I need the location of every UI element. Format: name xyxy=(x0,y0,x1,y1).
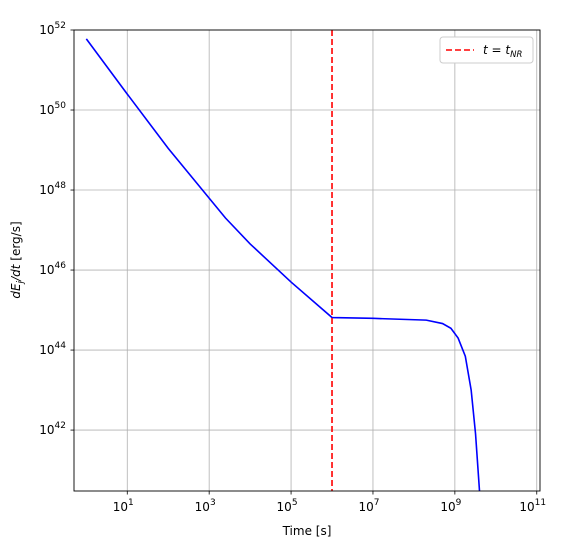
x-tick-label: 105 xyxy=(277,498,298,514)
x-tick-label: 101 xyxy=(113,498,134,514)
y-tick-label: 1042 xyxy=(39,421,66,437)
axis-ticks: 101 103 105 107 109 1011 1042 1044 1046 1048 1050 1… xyxy=(39,21,546,514)
legend: t = tNR xyxy=(439,36,534,64)
x-axis-label: Time [s] xyxy=(282,524,332,538)
y-tick-label: 1044 xyxy=(39,341,66,357)
legend-box xyxy=(439,36,534,64)
series-line-blue xyxy=(85,38,481,491)
y-tick-label: 1050 xyxy=(39,101,66,117)
x-tick-label: 109 xyxy=(440,498,461,514)
y-tick-label: 1052 xyxy=(39,21,66,37)
series-layer xyxy=(85,30,481,491)
y-tick-label: 1048 xyxy=(39,181,66,197)
x-tick-label: 103 xyxy=(195,498,216,514)
x-tick-label: 1011 xyxy=(519,498,546,514)
x-tick-label: 107 xyxy=(358,498,379,514)
y-axis-label: dEj/dt [erg/s] xyxy=(9,221,26,298)
plot-area-frame xyxy=(73,29,541,492)
y-tick-label: 1046 xyxy=(39,261,66,277)
legend-label: t = tNR xyxy=(483,43,522,60)
svg-text:dEj/dt [erg/s]: dEj/dt [erg/s] xyxy=(9,221,26,298)
